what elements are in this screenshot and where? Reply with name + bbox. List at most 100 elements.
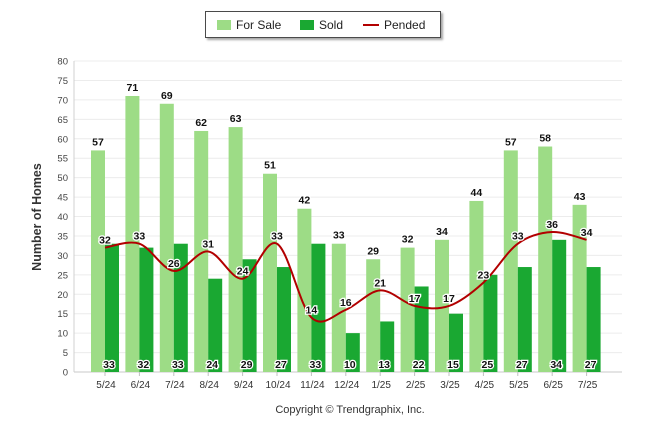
y-tick-label: 25 bbox=[57, 270, 68, 281]
legend-label-sold: Sold bbox=[319, 18, 344, 32]
data-label-for-sale: 29 bbox=[367, 245, 379, 257]
legend-item-for-sale[interactable]: For Sale bbox=[217, 18, 281, 32]
legend-label-pended: Pended bbox=[384, 18, 426, 32]
data-label-for-sale: 44 bbox=[471, 187, 483, 199]
y-tick-label: 40 bbox=[57, 212, 68, 223]
data-label-pended: 24 bbox=[237, 266, 249, 278]
data-label-pended: 16 bbox=[340, 297, 352, 309]
data-label-pended: 32 bbox=[99, 235, 111, 247]
data-label-sold: 27 bbox=[275, 359, 287, 371]
data-label-pended: 33 bbox=[134, 231, 146, 243]
bar-for-sale bbox=[159, 103, 174, 372]
y-tick-label: 55 bbox=[57, 154, 68, 165]
bar-sold bbox=[380, 321, 395, 372]
bar-for-sale bbox=[572, 204, 587, 372]
x-tick-label: 3/25 bbox=[440, 380, 460, 391]
y-tick-label: 15 bbox=[57, 309, 68, 320]
data-label-for-sale: 33 bbox=[333, 230, 345, 242]
data-label-sold: 13 bbox=[378, 359, 390, 371]
data-label-sold: 29 bbox=[241, 359, 253, 371]
data-label-pended: 21 bbox=[374, 277, 386, 289]
data-label-pended: 31 bbox=[202, 238, 214, 250]
y-tick-label: 0 bbox=[63, 368, 68, 379]
x-tick-label: 6/24 bbox=[131, 380, 151, 391]
bar-sold bbox=[449, 313, 463, 372]
legend-label-for-sale: For Sale bbox=[236, 18, 282, 32]
y-tick-label: 80 bbox=[57, 57, 68, 68]
y-tick-label: 20 bbox=[57, 290, 68, 301]
bar-sold bbox=[345, 333, 360, 372]
y-axis-title: Number of Homes bbox=[30, 163, 44, 271]
data-label-sold: 34 bbox=[550, 359, 562, 371]
bar-for-sale bbox=[263, 173, 277, 372]
pended-line bbox=[104, 231, 587, 323]
data-label-for-sale: 57 bbox=[92, 136, 104, 148]
data-label-sold: 27 bbox=[516, 359, 528, 371]
legend-item-pended[interactable]: Pended bbox=[363, 18, 425, 32]
bar-sold bbox=[139, 247, 154, 372]
y-tick-label: 5 bbox=[63, 348, 68, 359]
bar-for-sale bbox=[469, 200, 484, 372]
bar-for-sale bbox=[194, 130, 209, 372]
bar-for-sale bbox=[503, 150, 518, 372]
data-label-for-sale: 62 bbox=[195, 117, 207, 129]
bar-sold bbox=[242, 259, 257, 372]
y-tick-label: 65 bbox=[57, 115, 68, 126]
data-label-sold: 27 bbox=[585, 359, 597, 371]
bar-for-sale bbox=[366, 259, 381, 372]
y-tick-label: 60 bbox=[57, 134, 68, 145]
data-label-sold: 25 bbox=[482, 359, 494, 371]
bar-sold bbox=[517, 267, 532, 372]
data-label-pended: 33 bbox=[512, 231, 524, 243]
copyright-text: Copyright © Trendgraphix, Inc. bbox=[275, 404, 424, 416]
data-label-pended: 33 bbox=[271, 231, 283, 243]
bar-sold bbox=[173, 243, 188, 372]
bar-sold bbox=[277, 267, 291, 372]
data-label-for-sale: 51 bbox=[264, 160, 276, 172]
legend-swatch-sold bbox=[300, 20, 314, 30]
y-tick-label: 10 bbox=[57, 329, 68, 340]
data-label-sold: 33 bbox=[103, 359, 115, 371]
bar-sold bbox=[483, 274, 498, 372]
y-tick-label: 75 bbox=[57, 76, 68, 87]
y-tick-label: 50 bbox=[57, 173, 68, 184]
data-label-pended: 17 bbox=[443, 293, 455, 305]
y-tick-label: 35 bbox=[57, 231, 68, 242]
x-tick-label: 7/24 bbox=[165, 380, 185, 391]
x-tick-label: 6/25 bbox=[543, 380, 563, 391]
data-label-for-sale: 34 bbox=[436, 226, 448, 238]
x-tick-label: 8/24 bbox=[199, 380, 219, 391]
data-label-pended: 14 bbox=[306, 305, 318, 317]
legend-line-pended bbox=[363, 24, 379, 26]
data-label-sold: 22 bbox=[413, 359, 425, 371]
data-label-for-sale: 58 bbox=[539, 133, 551, 145]
x-tick-label: 2/25 bbox=[406, 380, 426, 391]
y-tick-label: 70 bbox=[57, 95, 68, 106]
legend-item-sold[interactable]: Sold bbox=[300, 18, 343, 32]
bar-for-sale bbox=[125, 95, 140, 373]
data-label-sold: 32 bbox=[138, 359, 150, 371]
data-label-sold: 15 bbox=[447, 359, 459, 371]
x-tick-label: 1/25 bbox=[371, 380, 391, 391]
data-label-sold: 24 bbox=[206, 359, 218, 371]
y-tick-label: 45 bbox=[57, 193, 68, 204]
data-label-for-sale: 43 bbox=[574, 191, 586, 203]
bar-for-sale bbox=[331, 243, 346, 372]
bar-sold bbox=[208, 278, 223, 372]
bar-for-sale bbox=[435, 239, 449, 372]
legend-swatch-for-sale bbox=[217, 20, 231, 30]
bar-sold bbox=[105, 243, 119, 372]
x-tick-label: 10/24 bbox=[265, 380, 290, 391]
y-tick-label: 30 bbox=[57, 251, 68, 262]
bar-sold bbox=[586, 267, 601, 372]
data-label-pended: 23 bbox=[478, 270, 490, 282]
data-label-sold: 10 bbox=[344, 359, 356, 371]
x-tick-label: 4/25 bbox=[475, 380, 495, 391]
x-tick-label: 7/25 bbox=[578, 380, 598, 391]
x-tick-label: 9/24 bbox=[234, 380, 254, 391]
data-label-pended: 26 bbox=[168, 258, 180, 270]
data-label-for-sale: 63 bbox=[230, 113, 242, 125]
bar-for-sale bbox=[538, 146, 553, 372]
x-tick-label: 5/25 bbox=[509, 380, 529, 391]
